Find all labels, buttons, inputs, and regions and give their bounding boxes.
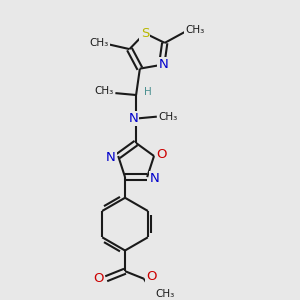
- Text: O: O: [93, 272, 104, 285]
- Text: CH₃: CH₃: [155, 289, 174, 299]
- Text: S: S: [141, 27, 149, 40]
- Text: N: N: [150, 172, 160, 185]
- Text: CH₃: CH₃: [158, 112, 178, 122]
- Text: O: O: [156, 148, 167, 160]
- Text: CH₃: CH₃: [90, 38, 109, 47]
- Text: N: N: [106, 152, 116, 164]
- Text: CH₃: CH₃: [185, 25, 205, 35]
- Text: N: N: [128, 112, 138, 125]
- Text: N: N: [159, 58, 168, 71]
- Text: CH₃: CH₃: [94, 86, 114, 96]
- Text: H: H: [143, 87, 151, 97]
- Text: O: O: [146, 270, 157, 283]
